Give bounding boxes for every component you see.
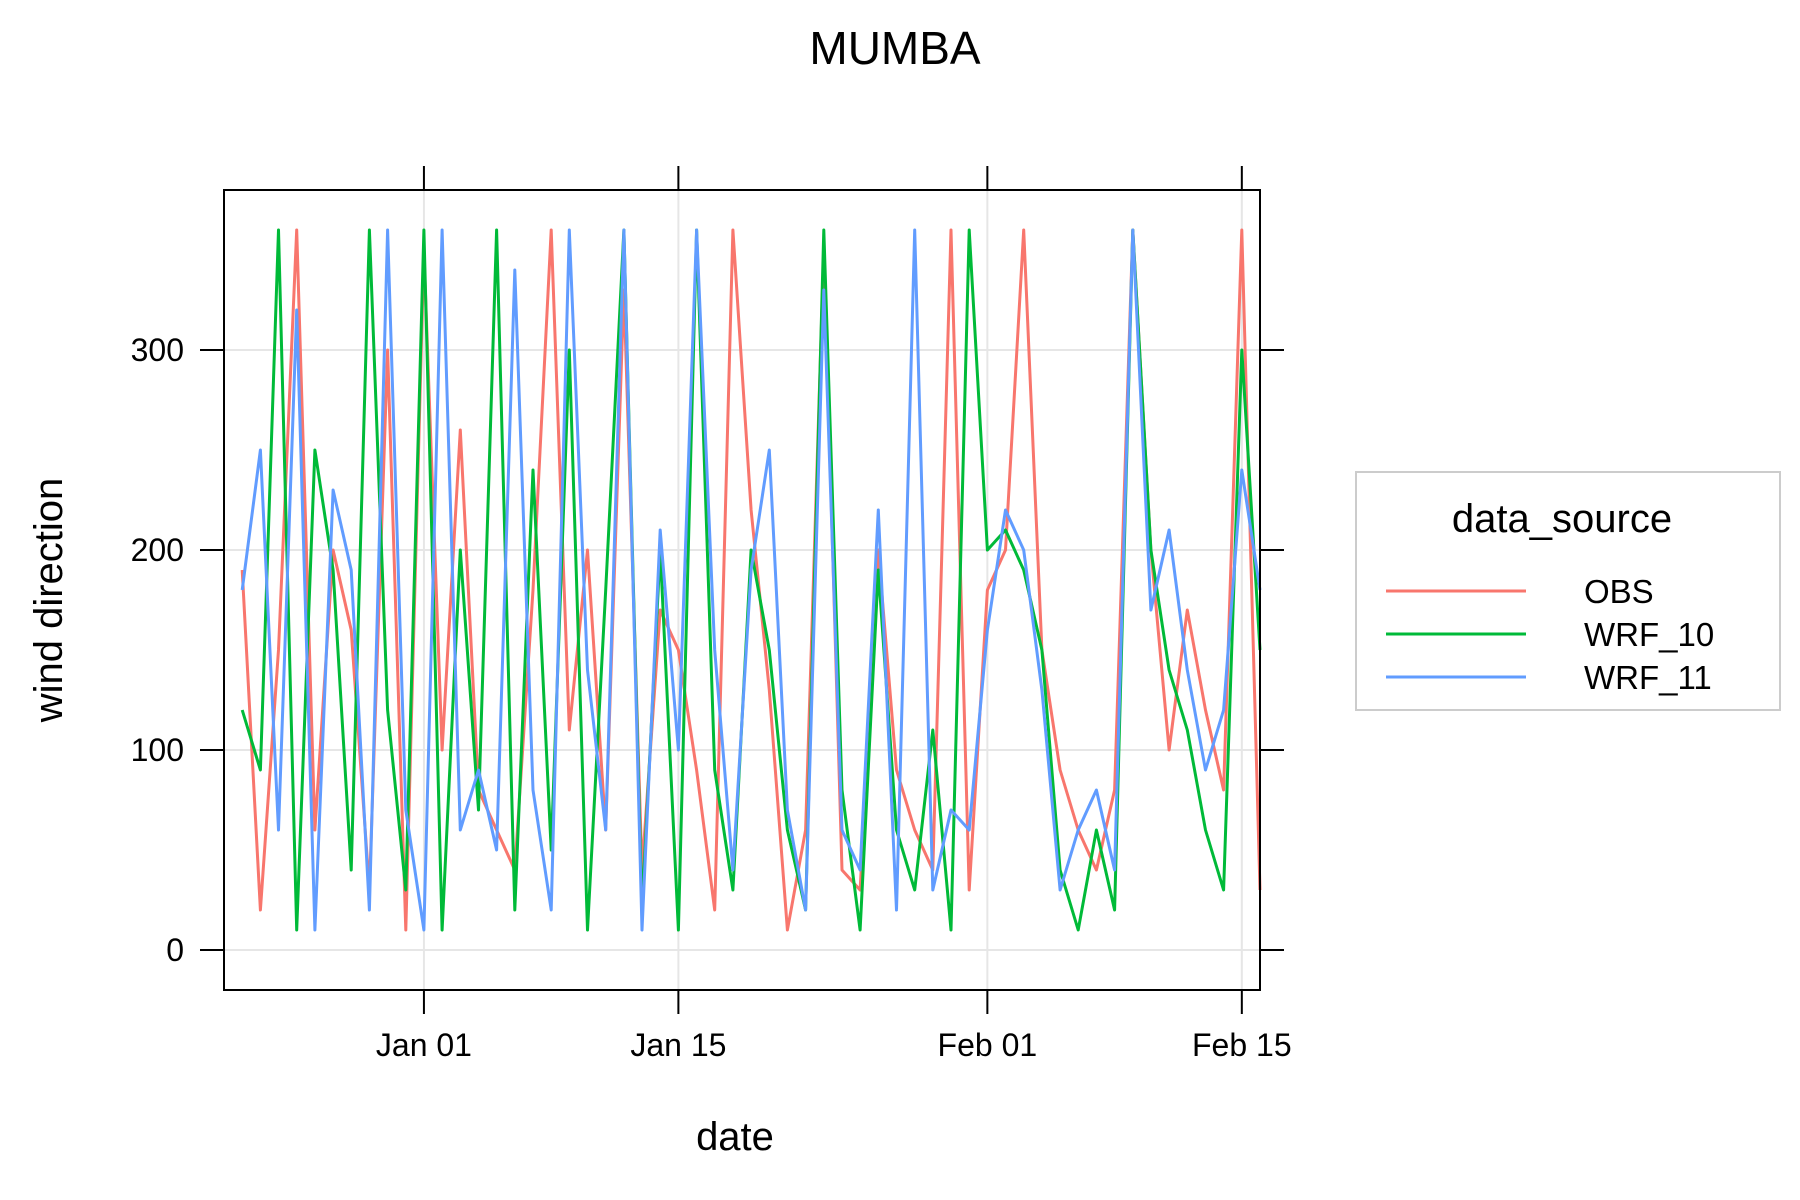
x-tick-label: Jan 01 bbox=[376, 1027, 472, 1063]
x-tick-label: Jan 15 bbox=[630, 1027, 726, 1063]
y-axis-label: wind direction bbox=[27, 478, 71, 724]
y-tick-label: 200 bbox=[131, 532, 184, 568]
x-tick-label: Feb 01 bbox=[938, 1027, 1038, 1063]
plot-frame bbox=[223, 189, 1261, 991]
x-axis-label: date bbox=[696, 1115, 774, 1159]
y-tick-label: 100 bbox=[131, 732, 184, 768]
series-group bbox=[240, 228, 1262, 932]
x-tick-label: Feb 15 bbox=[1192, 1027, 1292, 1063]
legend-entries: OBS WRF_10 WRF_11 bbox=[1386, 573, 1714, 696]
legend-label: WRF_10 bbox=[1584, 616, 1714, 653]
legend: data_source OBS WRF_10 WRF_11 bbox=[1355, 471, 1781, 711]
series-line-wrf-11 bbox=[240, 228, 1262, 932]
y-tick-label: 0 bbox=[166, 932, 184, 968]
chart-title: MUMBA bbox=[809, 22, 981, 74]
legend-label: WRF_11 bbox=[1584, 659, 1712, 696]
legend-label: OBS bbox=[1584, 573, 1654, 610]
y-tick-label: 300 bbox=[131, 332, 184, 368]
legend-title: data_source bbox=[1452, 497, 1672, 541]
x-axis-ticks: Jan 01 Jan 15 Feb 01 Feb 15 bbox=[376, 166, 1292, 1063]
y-axis-ticks: 0 100 200 300 bbox=[131, 332, 1284, 968]
series-line-wrf-10 bbox=[240, 228, 1262, 932]
